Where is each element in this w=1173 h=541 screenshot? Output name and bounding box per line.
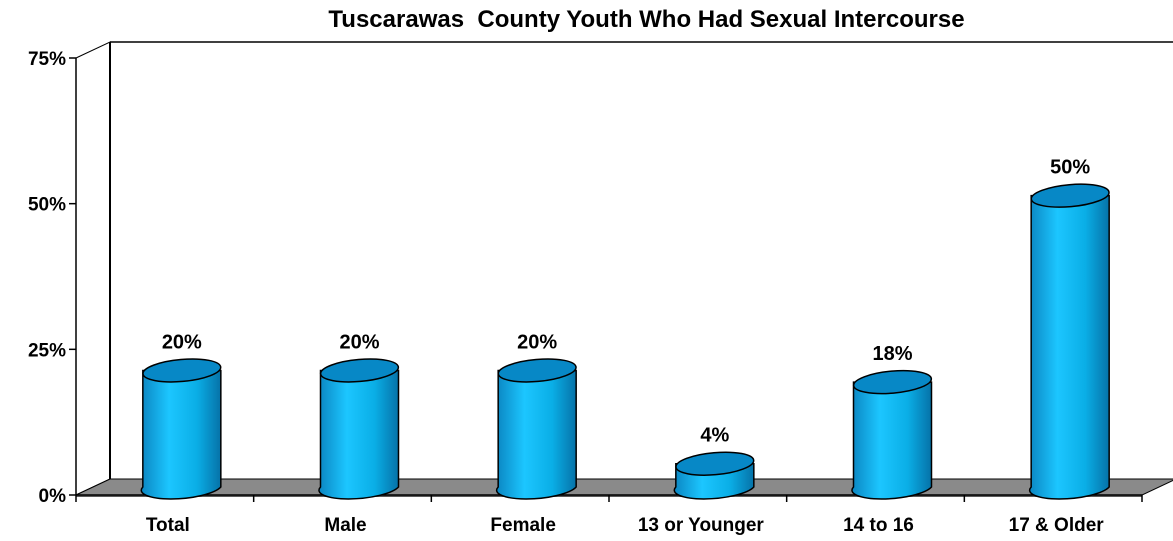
x-tick-label: Female — [490, 515, 555, 536]
bar-body — [851, 381, 933, 500]
bar-top — [142, 358, 222, 383]
data-label: 20% — [339, 331, 379, 353]
y-tick-label: 75% — [28, 49, 66, 70]
bar-body — [318, 369, 400, 500]
chart-floor — [75, 478, 1173, 496]
data-label: 50% — [1050, 157, 1090, 179]
bar-total — [140, 358, 222, 500]
bar-13-or-younger — [673, 451, 755, 500]
data-label: 20% — [162, 331, 202, 353]
x-tick-label: 14 to 16 — [843, 515, 914, 536]
data-label: 18% — [872, 343, 912, 365]
y-tick-label: 25% — [28, 340, 66, 361]
left-wall — [75, 41, 111, 496]
bar-top — [675, 451, 755, 476]
bar-female — [495, 358, 577, 500]
data-label: 4% — [700, 425, 729, 447]
bar-body — [1028, 194, 1110, 500]
y-tick-label: 0% — [39, 486, 67, 507]
x-tick-label: 13 or Younger — [638, 515, 765, 536]
bar-14-to-16 — [851, 369, 933, 500]
bar-top — [852, 369, 933, 395]
x-tick-label: Total — [146, 515, 190, 536]
x-tick-label: Male — [324, 515, 366, 536]
bar-top — [497, 358, 577, 383]
y-tick-label: 50% — [28, 195, 66, 216]
bar-17-older — [1028, 183, 1110, 500]
bar-top — [319, 358, 400, 383]
bar-male — [318, 358, 400, 500]
bar-body — [495, 369, 577, 500]
bar-top — [1030, 183, 1110, 208]
bar-body — [140, 369, 222, 500]
chart-title: Tuscarawas County Youth Who Had Sexual I… — [328, 6, 965, 33]
x-tick-label: 17 & Older — [1009, 515, 1105, 536]
data-label: 20% — [517, 331, 557, 353]
